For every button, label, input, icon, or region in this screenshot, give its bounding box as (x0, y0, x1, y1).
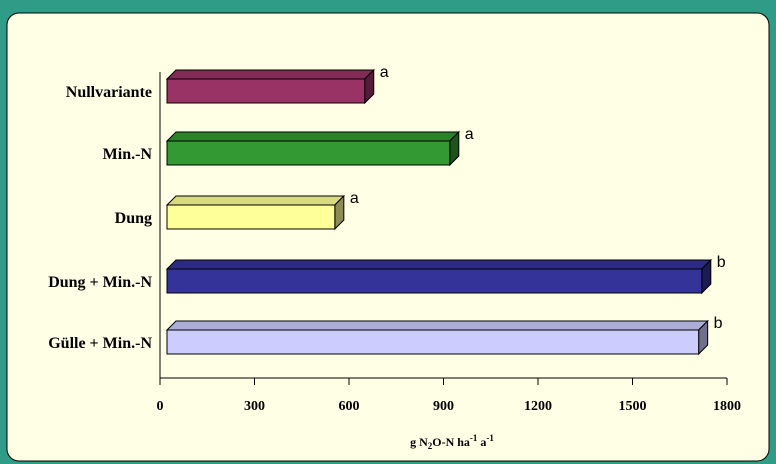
x-tick-label: 900 (433, 399, 454, 414)
x-tick-label: 1200 (524, 399, 552, 414)
bar (166, 78, 366, 104)
significance-label: b (717, 254, 726, 271)
category-label: Gülle + Min.-N (48, 335, 152, 352)
significance-label: a (380, 64, 389, 81)
significance-label: a (350, 190, 359, 207)
x-axis-title-sup1: -1 (470, 433, 478, 443)
category-label: Dung (115, 210, 152, 227)
bar-top-face (165, 131, 461, 142)
x-tick-label: 1500 (619, 399, 647, 414)
bar-group-0: Nullvariante a (66, 64, 389, 105)
x-tick-label: 300 (244, 399, 265, 414)
x-tick-label: 600 (339, 399, 360, 414)
x-axis-title-gap: a (477, 435, 486, 449)
x-axis-title-sub: 2 (428, 441, 433, 451)
x-axis-title-sup2: -1 (486, 433, 494, 443)
category-label: Min.-N (103, 146, 153, 163)
bar (166, 140, 451, 166)
bar (166, 204, 336, 230)
x-ticks-group: 0 300 600 900 1200 1500 1800 (157, 378, 741, 414)
bar-top-face (165, 320, 709, 331)
x-axis-title-base: g N (410, 435, 428, 449)
bar-top-face (165, 195, 346, 206)
significance-label: a (465, 126, 474, 143)
x-axis-title: g N2O-N ha-1 a-1 (410, 433, 494, 451)
bar-top-face (165, 259, 713, 270)
category-label: Dung + Min.-N (48, 274, 152, 291)
bar-top-face (165, 69, 375, 80)
bar-group-3: Dung + Min.-N b (48, 254, 726, 295)
bar-group-2: Dung a (115, 190, 359, 231)
category-label: Nullvariante (66, 84, 152, 101)
significance-label: b (714, 315, 723, 332)
bar (166, 268, 703, 294)
x-tick-label: 0 (157, 399, 164, 414)
bar-group-4: Gülle + Min.-N b (48, 315, 723, 356)
bar (166, 329, 700, 355)
bar-group-1: Min.-N a (103, 126, 474, 167)
x-tick-label: 1800 (713, 399, 741, 414)
x-axis-title-mid: O-N ha (432, 435, 470, 449)
